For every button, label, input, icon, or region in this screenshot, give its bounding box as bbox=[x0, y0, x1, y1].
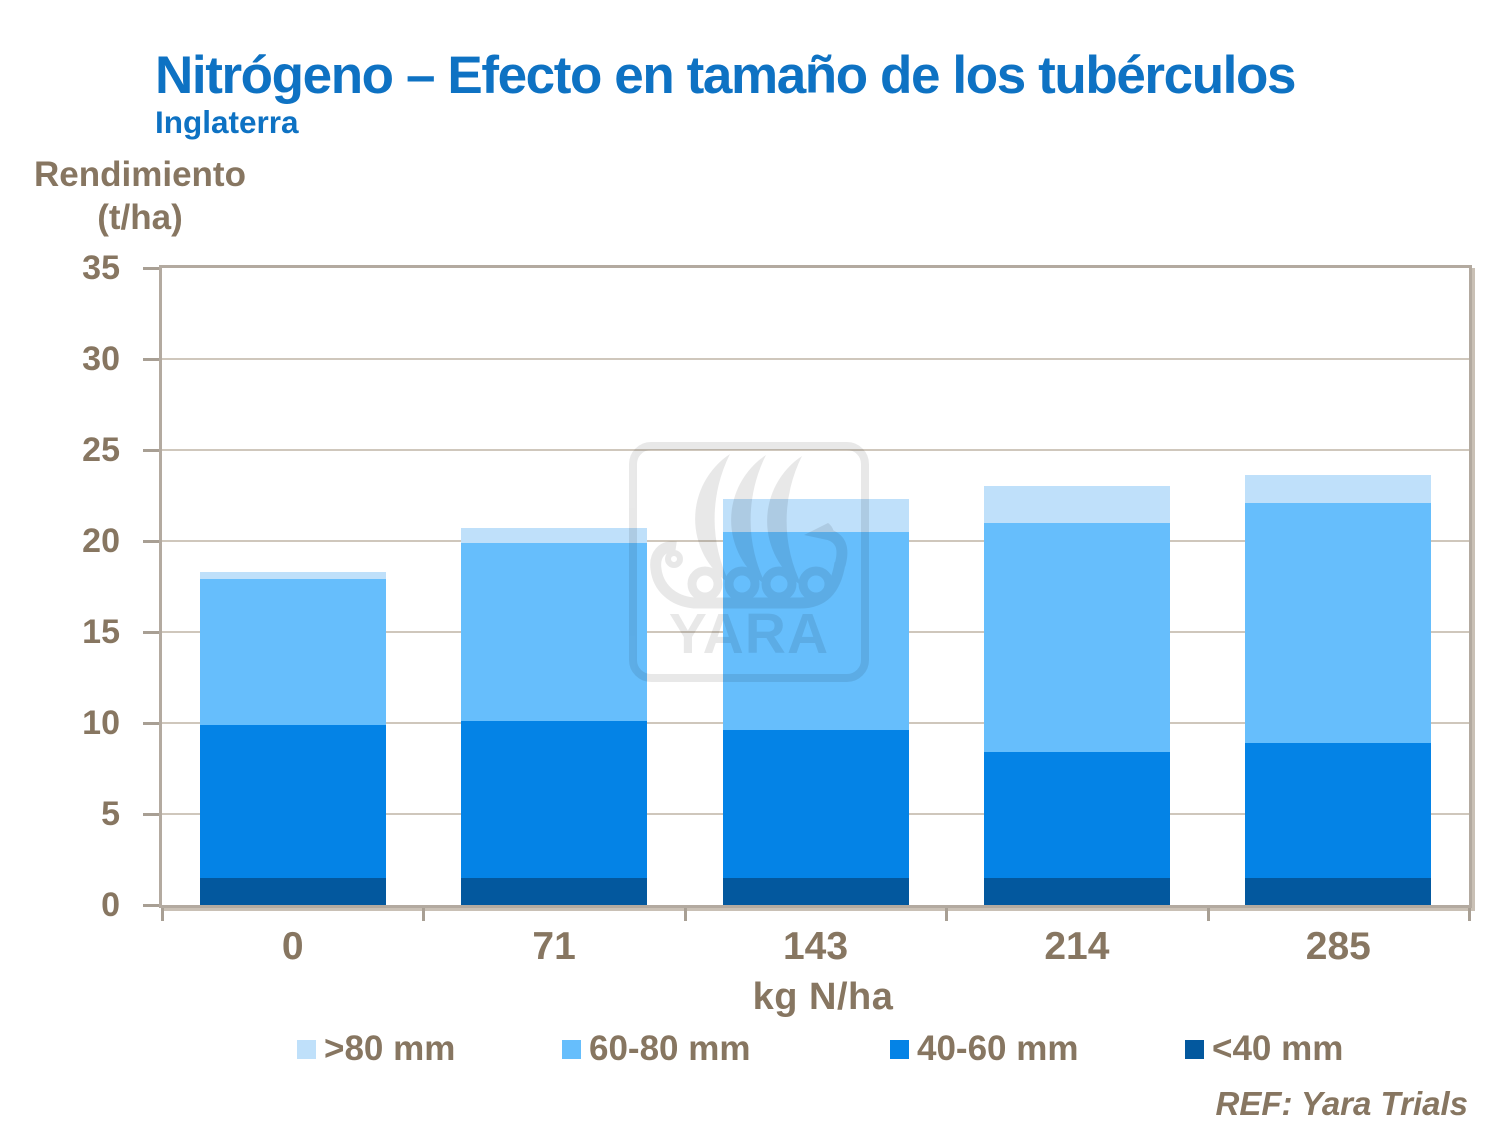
x-tick-label: 214 bbox=[1044, 925, 1110, 968]
bar-segment bbox=[199, 724, 386, 878]
bar-segment bbox=[722, 730, 909, 878]
legend-item: <40 mm bbox=[1185, 1029, 1343, 1069]
legend-swatch bbox=[297, 1039, 316, 1059]
reference-text: REF: Yara Trials bbox=[1215, 1085, 1468, 1122]
y-tick-mark bbox=[143, 631, 159, 634]
bar-71 bbox=[461, 528, 648, 905]
bar-segment bbox=[199, 877, 386, 905]
bar-segment bbox=[722, 499, 909, 532]
x-tick-label: 71 bbox=[532, 925, 576, 968]
y-tick-label: 30 bbox=[82, 340, 120, 378]
x-tick-mark bbox=[422, 908, 426, 921]
y-tick-label: 5 bbox=[101, 795, 120, 833]
legend-label: <40 mm bbox=[1212, 1029, 1344, 1068]
legend-swatch bbox=[1185, 1039, 1204, 1059]
y-tick-mark bbox=[143, 267, 159, 270]
y-tick-mark bbox=[143, 540, 159, 543]
y-tick-mark bbox=[143, 813, 159, 816]
bar-segment bbox=[461, 528, 648, 543]
gridline bbox=[162, 358, 1469, 360]
bar-segment bbox=[983, 877, 1170, 905]
gridline bbox=[162, 449, 1469, 451]
legend-swatch bbox=[890, 1039, 909, 1059]
bar-segment bbox=[983, 486, 1170, 523]
x-tick-mark bbox=[161, 908, 164, 921]
x-axis-title: kg N/ha bbox=[752, 976, 894, 1018]
chart-title: Nitrógeno – Efecto en tamaño de los tubé… bbox=[155, 46, 1296, 105]
x-tick-mark bbox=[1206, 908, 1210, 921]
bar-0 bbox=[199, 571, 386, 905]
y-tick-label: 20 bbox=[82, 522, 120, 560]
bar-segment bbox=[199, 571, 386, 580]
legend-item: 40-60 mm bbox=[890, 1029, 1078, 1069]
x-tick-mark bbox=[1468, 908, 1471, 921]
bar-segment bbox=[461, 542, 648, 722]
x-tick-mark bbox=[683, 908, 687, 921]
legend-label: 40-60 mm bbox=[917, 1029, 1079, 1068]
x-tick-label: 285 bbox=[1305, 925, 1371, 968]
chart-subtitle: Inglaterra bbox=[155, 104, 299, 140]
x-tick-label: 143 bbox=[782, 925, 849, 968]
x-tick-mark bbox=[945, 908, 949, 921]
legend-label: 60-80 mm bbox=[589, 1029, 751, 1068]
y-axis-title-line1: Rendimiento bbox=[34, 155, 246, 194]
y-tick-mark bbox=[143, 722, 159, 725]
bar-segment bbox=[983, 522, 1170, 753]
bar-segment bbox=[1245, 502, 1432, 744]
bar-segment bbox=[1245, 743, 1432, 878]
bar-segment bbox=[199, 579, 386, 725]
y-tick-mark bbox=[143, 449, 159, 452]
y-tick-label: 15 bbox=[82, 613, 120, 651]
bar-segment bbox=[722, 877, 909, 905]
y-tick-mark bbox=[143, 358, 159, 361]
legend-label: >80 mm bbox=[324, 1029, 456, 1068]
y-axis-title: Rendimiento (t/ha) bbox=[10, 153, 270, 239]
y-tick-label: 35 bbox=[82, 249, 120, 287]
y-axis-title-line2: (t/ha) bbox=[97, 198, 183, 237]
bar-143 bbox=[722, 499, 909, 905]
bar-214 bbox=[983, 486, 1170, 905]
bar-segment bbox=[983, 752, 1170, 878]
y-tick-mark bbox=[143, 904, 159, 907]
plot-area bbox=[159, 265, 1472, 908]
bar-segment bbox=[461, 721, 648, 878]
y-tick-label: 0 bbox=[101, 886, 120, 924]
legend-swatch bbox=[562, 1039, 581, 1059]
bar-segment bbox=[722, 531, 909, 731]
y-tick-label: 25 bbox=[82, 431, 120, 469]
y-tick-label: 10 bbox=[82, 704, 120, 742]
bar-segment bbox=[461, 877, 648, 905]
legend-item: 60-80 mm bbox=[562, 1029, 750, 1069]
bar-285 bbox=[1245, 475, 1432, 905]
bar-segment bbox=[1245, 877, 1432, 905]
x-tick-label: 0 bbox=[281, 925, 304, 968]
legend-item: >80 mm bbox=[297, 1029, 455, 1069]
bar-segment bbox=[1245, 475, 1432, 503]
